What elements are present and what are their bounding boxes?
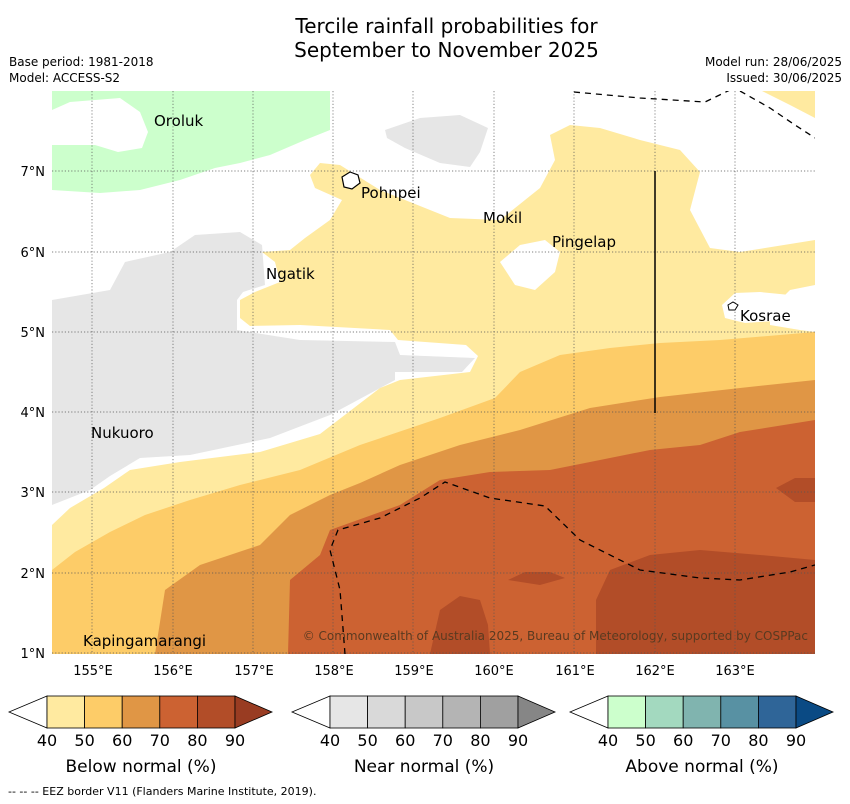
legend-near-normal: 40 50 60 70 80 90 Near normal (%): [290, 695, 557, 777]
below-swatch-40-50: [46, 695, 85, 729]
below-tick-label: 40: [37, 731, 57, 750]
place-label-kosrae: Kosrae: [740, 307, 791, 325]
below-tick-label: 60: [112, 731, 132, 750]
place-labels: Oroluk Pohnpei Mokil Pingelap Ngatik Kos…: [83, 112, 791, 650]
meta-right: Model run: 28/06/2025 Issued: 30/06/2025: [705, 54, 842, 86]
copyright-text: © Commonwealth of Australia 2025, Bureau…: [303, 629, 808, 643]
below-80-90-patch-2: [508, 572, 565, 585]
near-tick-label: 40: [320, 731, 340, 750]
above-tick-label: 80: [748, 731, 768, 750]
below-80-90-area: [596, 550, 815, 654]
near-normal-area-north: [385, 115, 488, 167]
lon-tick-label: 163°E: [715, 664, 755, 679]
above-tick-label: 60: [673, 731, 693, 750]
model-run: Model run: 28/06/2025: [704, 55, 842, 69]
white-hole-kosrae: [722, 292, 805, 323]
lon-tick-label: 162°E: [635, 664, 675, 679]
below-swatch-80-90: [196, 695, 236, 729]
below-white-arrow: [7, 695, 48, 729]
lon-tick-label: 155°E: [73, 664, 113, 679]
near-swatch-40-50: [329, 695, 368, 729]
kosrae-island: [727, 301, 739, 311]
lon-tick-label: 160°E: [474, 664, 514, 679]
above-swatch-50-60: [645, 695, 684, 729]
near-tick-label: 80: [470, 731, 490, 750]
below-tick-label: 70: [150, 731, 170, 750]
lat-tick-label: 7°N: [21, 165, 46, 180]
below-80-90-patch-1: [430, 596, 490, 654]
lon-tick-label: 157°E: [234, 664, 274, 679]
lat-tick-label: 2°N: [21, 567, 46, 582]
above-legend-title: Above normal (%): [625, 757, 778, 777]
near-white-arrow: [290, 695, 331, 729]
below-swatch-60-70: [121, 695, 161, 729]
place-label-oroluk: Oroluk: [154, 112, 203, 130]
below-40-50-corner: [762, 91, 815, 118]
above-tick-label: 40: [598, 731, 618, 750]
near-swatch-50-60: [367, 695, 406, 729]
probability-fill: [52, 91, 815, 654]
below-tick-label: 50: [74, 731, 94, 750]
title-line-1: Tercile rainfall probabilities for: [295, 14, 598, 38]
map-figure: Oroluk Pohnpei Mokil Pingelap Ngatik Kos…: [7, 91, 835, 777]
above-dark-arrow: [795, 695, 835, 729]
base-period: Base period: 1981-2018: [9, 55, 154, 69]
below-swatch-50-60: [84, 695, 123, 729]
above-swatch-70-80: [720, 695, 759, 729]
place-label-kapingamarangi: Kapingamarangi: [83, 632, 206, 650]
map-title: Tercile rainfall probabilities for Septe…: [0, 14, 850, 62]
below-80-90-patch-3: [776, 478, 815, 502]
lon-tick-label: 161°E: [555, 664, 595, 679]
legend-above-normal: 40 50 60 70 80 90 Above normal (%): [568, 695, 835, 777]
above-tick-label: 90: [786, 731, 806, 750]
near-swatch-70-80: [442, 695, 481, 729]
lon-tick-label: 158°E: [314, 664, 354, 679]
near-tick-label: 50: [357, 731, 377, 750]
meta-left: Base period: 1981-2018 Model: ACCESS-S2: [9, 54, 154, 86]
above-swatch-80-90: [758, 695, 797, 729]
near-tick-label: 60: [395, 731, 415, 750]
lat-tick-label: 5°N: [21, 326, 46, 341]
lon-tick-label: 156°E: [153, 664, 193, 679]
place-label-pingelap: Pingelap: [552, 233, 616, 251]
place-label-mokil: Mokil: [483, 209, 522, 227]
above-tick-label: 70: [711, 731, 731, 750]
near-dark-arrow: [517, 695, 557, 729]
near-normal-area: [52, 232, 475, 505]
near-tick-label: 90: [508, 731, 528, 750]
eez-footnote: -- -- -- EEZ border V11 (Flanders Marine…: [8, 785, 317, 798]
below-tick-label: 80: [187, 731, 207, 750]
above-white-arrow: [568, 695, 609, 729]
issued-date: Issued: 30/06/2025: [726, 71, 842, 85]
place-label-nukuoro: Nukuoro: [91, 424, 154, 442]
lat-tick-label: 4°N: [21, 406, 46, 421]
near-legend-title: Near normal (%): [354, 757, 494, 777]
model-name: Model: ACCESS-S2: [9, 71, 121, 85]
lat-tick-label: 6°N: [21, 246, 46, 261]
above-normal-area: [52, 91, 330, 193]
below-legend-title: Below normal (%): [66, 757, 217, 777]
near-swatch-80-90: [479, 695, 519, 729]
below-swatch-70-80: [159, 695, 198, 729]
pohnpei-island: [341, 171, 361, 190]
legend-below-normal: 40 50 60 70 80 90 Below normal (%): [7, 695, 274, 777]
longitude-axis: 155°E 156°E 157°E 158°E 159°E 160°E 161°…: [73, 664, 755, 679]
place-label-ngatik: Ngatik: [266, 265, 315, 283]
title-line-2: September to November 2025: [294, 38, 599, 62]
lon-tick-label: 159°E: [394, 664, 434, 679]
eez-border: [329, 91, 815, 654]
above-swatch-40-50: [607, 695, 646, 729]
near-tick-label: 70: [433, 731, 453, 750]
below-dark-arrow: [234, 695, 274, 729]
latitude-axis: 7°N 6°N 5°N 4°N 3°N 2°N 1°N: [21, 165, 46, 662]
below-tick-label: 90: [225, 731, 245, 750]
above-tick-label: 50: [635, 731, 655, 750]
near-swatch-60-70: [404, 695, 444, 729]
lat-tick-label: 3°N: [21, 486, 46, 501]
place-label-pohnpei: Pohnpei: [361, 184, 421, 202]
white-hole-pingelap: [500, 240, 560, 290]
above-swatch-60-70: [682, 695, 722, 729]
lat-tick-label: 1°N: [21, 647, 46, 662]
